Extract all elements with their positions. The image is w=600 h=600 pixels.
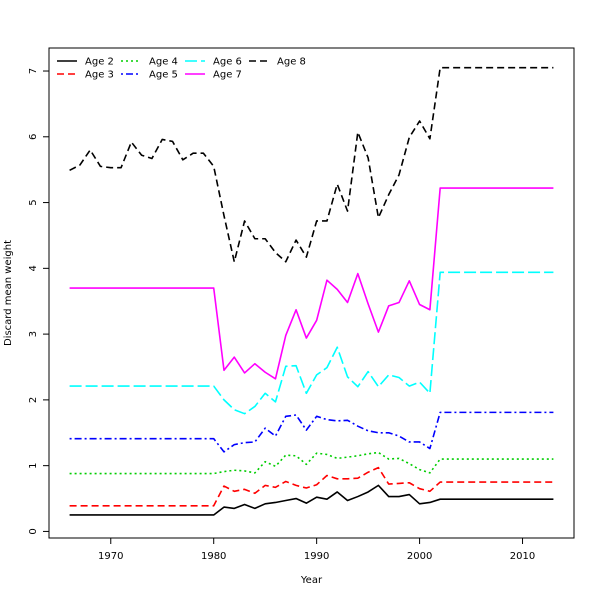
legend-label-age-6: Age 6 [213, 57, 242, 68]
legend-label-age-8: Age 8 [277, 57, 306, 68]
series-line-age-8 [69, 66, 554, 263]
x-tick-label: 1970 [98, 551, 123, 562]
y-axis-label: Discard mean weight [3, 240, 14, 346]
y-tick-label: 4 [28, 265, 39, 271]
series-line-age-5 [69, 411, 554, 453]
legend-label-age-5: Age 5 [149, 70, 178, 81]
legend-label-age-2: Age 2 [85, 57, 114, 68]
x-tick-label: 1980 [201, 551, 226, 562]
y-tick-label: 2 [28, 397, 39, 403]
plot-frame [48, 47, 575, 539]
x-tick-label: 2000 [407, 551, 432, 562]
series-line-age-4 [69, 451, 554, 475]
series-line-age-2 [69, 484, 554, 516]
series-line-age-3 [69, 466, 554, 507]
y-tick-label: 3 [28, 331, 39, 337]
series-layer [69, 66, 554, 516]
legend: Age 2 Age 3 Age 4 Age 5 Age 6 Age 7 Age 8 [57, 57, 306, 81]
legend-label-age-4: Age 4 [149, 57, 178, 68]
series-line-age-6 [69, 271, 554, 415]
x-axis-label: Year [300, 575, 323, 586]
series-line-age-7 [69, 187, 554, 380]
legend-label-age-7: Age 7 [213, 70, 242, 81]
x-axis: 1970 1980 1990 2000 2010 [98, 538, 535, 562]
y-tick-label: 0 [28, 528, 39, 534]
y-tick-label: 6 [28, 134, 39, 140]
y-tick-label: 1 [28, 462, 39, 468]
legend-label-age-3: Age 3 [85, 70, 114, 81]
y-tick-label: 7 [28, 68, 39, 74]
y-axis: 0 1 2 3 4 5 6 7 [28, 68, 49, 535]
x-tick-label: 2010 [510, 551, 535, 562]
x-tick-label: 1990 [304, 551, 329, 562]
y-tick-label: 5 [28, 199, 39, 205]
